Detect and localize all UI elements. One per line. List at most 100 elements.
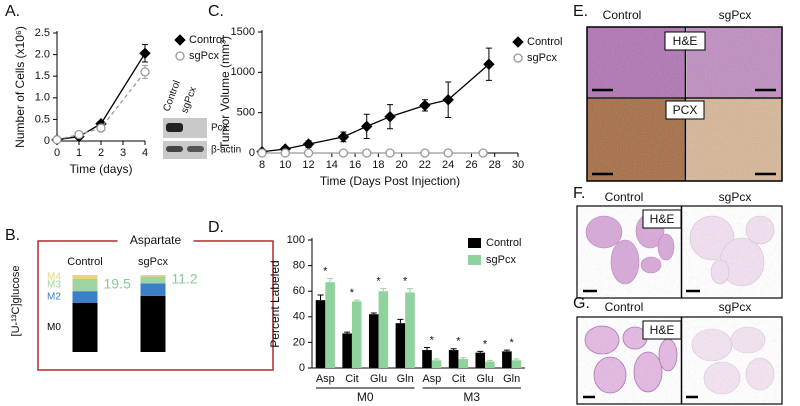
series-line [261,63,490,153]
column-label: Control [605,300,644,314]
data-point [52,135,62,145]
blot-lane-label: sgPcx [179,85,199,114]
stain-box [642,320,682,340]
legend-label: sgPcx [527,52,557,64]
bar-segment [140,276,166,284]
bar [431,360,442,368]
panel-letter: E. [573,3,588,20]
x-tick-label: 16 [349,159,361,171]
error-bar [503,349,510,352]
data-point [280,148,290,158]
x-tick-label: sgPcx [138,256,168,268]
y-tick-label: 40 [293,311,305,323]
x-tick-label: Control [67,256,102,268]
bar [342,333,352,368]
legend-marker [512,36,524,48]
y-tick-label: 0.5 [35,113,50,125]
legend-marker [175,51,185,61]
legend-label: Control [527,36,562,48]
bar [315,300,326,368]
error-bar [477,350,484,353]
error-bar [460,357,467,360]
x-tick-label: 26 [465,159,477,171]
group-label: M3 [463,390,480,404]
bar-segment [72,291,98,303]
legend-label: sgPcx [486,254,516,266]
panel-e: E. Control sgPcx H&E PCX [573,3,783,182]
frame [586,26,783,182]
stain-box [665,100,705,120]
data-point [361,120,373,133]
bar-segment [72,275,98,279]
title-bg [117,233,194,249]
legend-label: sgPcx [189,50,219,62]
bar-segment [140,283,166,296]
annotation: 19.5 [104,276,131,292]
x-tick-label: Gln [397,373,414,385]
bar [448,350,459,368]
y-tick-label: 100 [287,234,305,246]
x-tick-label: 8 [259,159,265,171]
x-tick-label: Gln [503,373,520,385]
blot-band [187,146,204,152]
stain-box [642,209,682,229]
data-point [337,131,350,143]
chart-title: Aspartate [130,233,182,247]
y-tick-label: 2.0 [35,49,50,61]
data-point [139,47,151,60]
stain-box [664,31,706,51]
bar [511,360,522,368]
x-tick-label: Asp [422,373,441,385]
legend-label: Control [486,237,521,249]
panel-letter: A. [5,3,20,20]
bar [458,359,469,368]
legend-swatch [468,238,481,248]
data-point [419,99,431,112]
y-tick-label: 1.5 [35,70,50,82]
error-bar [317,294,324,301]
x-axis-title: Time (days) [70,162,133,176]
bar-segment [140,295,166,352]
group-label: M0 [357,390,374,404]
series-line [56,52,146,141]
x-tick-label: Glu [477,373,494,385]
bar [422,350,432,368]
data-point [478,148,488,158]
column-label: Control [603,8,642,22]
y-tick-label: 0 [299,362,305,374]
stain-label: H&E [673,34,698,48]
error-bar [424,347,431,351]
x-tick-label: 0 [54,147,60,159]
panel-g: G. Control sgPcx H&E [573,295,783,405]
data-point [96,123,106,133]
data-point [483,58,495,70]
x-tick-label: 28 [489,159,501,171]
error-bar [397,318,404,324]
legend-marker [513,53,523,63]
y-tick-label: 20 [293,336,305,348]
panel-letter: C. [208,3,224,20]
segment-label: M3 [47,280,61,291]
stain-label: H&E [650,323,675,337]
bar [378,291,389,368]
segment-label: M4 [47,272,61,283]
error-bar [380,288,387,292]
x-tick-label: Glu [370,373,387,385]
data-point [362,148,372,158]
stain-label: H&E [650,212,675,226]
significance-mark: * [323,265,328,277]
segment-label: M2 [47,292,61,303]
data-point [302,138,315,150]
x-tick-label: 1 [76,147,82,159]
x-tick-label: 10 [279,159,291,171]
significance-mark: * [456,336,461,348]
blot-band [166,123,183,132]
error-bar [486,359,493,362]
x-tick-label: 18 [372,159,384,171]
x-tick-label: 22 [419,159,431,171]
bar [405,292,415,368]
data-point [303,148,314,158]
column-label: sgPcx [719,8,752,22]
x-tick-label: 12 [302,159,314,171]
column-label: sgPcx [719,300,752,314]
